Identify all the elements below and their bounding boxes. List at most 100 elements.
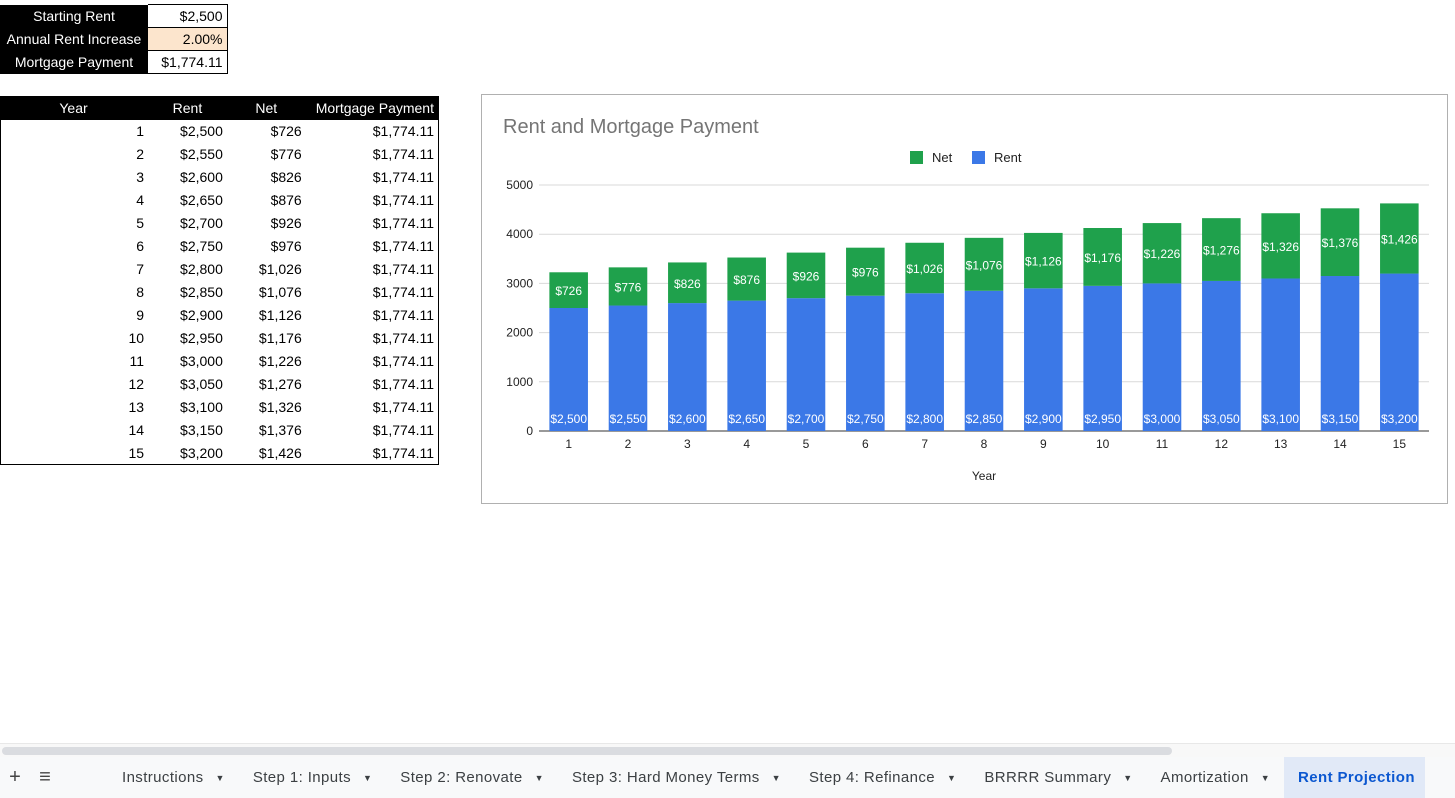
annual-increase-label[interactable]: Annual Rent Increase xyxy=(0,27,148,51)
starting-rent-label[interactable]: Starting Rent xyxy=(0,4,148,28)
rent-cell[interactable]: $2,750 xyxy=(180,238,223,254)
tab-step-4-refinance[interactable]: Step 4: Refinance ▼ xyxy=(795,757,970,798)
rent-mortgage-chart[interactable]: Rent and Mortgage Payment Net Rent 0 1000 2… xyxy=(481,94,1448,504)
rent-cell[interactable]: $3,100 xyxy=(180,399,223,415)
net-cell[interactable]: $1,176 xyxy=(258,330,302,346)
chevron-down-icon[interactable]: ▼ xyxy=(1260,772,1271,783)
net-cell[interactable]: $926 xyxy=(270,215,302,231)
mortgage-cell[interactable]: $1,774.11 xyxy=(372,422,434,438)
rent-cell[interactable]: $3,000 xyxy=(180,353,223,369)
header-net[interactable]: Net xyxy=(226,96,306,120)
year-cell[interactable]: 8 xyxy=(136,284,145,300)
rent-cell[interactable]: $2,800 xyxy=(180,261,223,277)
tab-step-1-inputs[interactable]: Step 1: Inputs ▼ xyxy=(239,757,386,798)
starting-rent-value[interactable]: $2,500 xyxy=(148,4,228,28)
mortgage-cell[interactable]: $1,774.11 xyxy=(372,376,434,392)
net-cell[interactable]: $1,026 xyxy=(258,261,302,277)
net-cell[interactable]: $1,226 xyxy=(258,353,302,369)
tab-instructions[interactable]: Instructions ▼ xyxy=(108,757,239,798)
mortgage-cell[interactable]: $1,774.11 xyxy=(372,215,434,231)
net-bar xyxy=(1142,223,1182,284)
year-cell[interactable]: 13 xyxy=(128,399,145,415)
chevron-down-icon[interactable]: ▼ xyxy=(771,772,781,783)
mortgage-cell[interactable]: $1,774.11 xyxy=(372,353,434,369)
net-cell[interactable]: $1,326 xyxy=(258,399,302,415)
year-cell[interactable]: 12 xyxy=(128,376,145,392)
mortgage-cell[interactable]: $1,774.11 xyxy=(372,307,434,323)
year-cell[interactable]: 6 xyxy=(136,238,145,254)
rent-cell[interactable]: $2,850 xyxy=(180,284,223,300)
scrollbar-thumb[interactable] xyxy=(2,747,1172,755)
year-cell[interactable]: 7 xyxy=(136,261,145,277)
header-mortgage-payment[interactable]: Mortgage Payment xyxy=(305,96,439,120)
mortgage-cell[interactable]: $1,774.11 xyxy=(372,330,434,346)
rent-cell[interactable]: $2,500 xyxy=(180,123,223,139)
header-year[interactable]: Year xyxy=(0,96,149,120)
rent-data-label: $3,050 xyxy=(1203,412,1240,426)
y-tick-label: 5000 xyxy=(506,178,533,192)
mortgage-cell[interactable]: $1,774.11 xyxy=(372,169,434,185)
chevron-down-icon[interactable]: ▼ xyxy=(1123,772,1133,783)
rent-cell[interactable]: $2,950 xyxy=(180,330,223,346)
year-cell[interactable]: 4 xyxy=(136,192,145,208)
mortgage-cell[interactable]: $1,774.11 xyxy=(372,238,434,254)
mortgage-cell[interactable]: $1,774.11 xyxy=(372,192,434,208)
year-cell[interactable]: 1 xyxy=(136,123,145,139)
header-rent[interactable]: Rent xyxy=(148,96,227,120)
tab-rent-projection[interactable]: Rent Projection xyxy=(1284,757,1425,798)
tab-brrrr-summary[interactable]: BRRRR Summary ▼ xyxy=(970,757,1146,798)
net-cell[interactable]: $1,076 xyxy=(258,284,302,300)
rent-cell[interactable]: $3,050 xyxy=(180,376,223,392)
annual-increase-value[interactable]: 2.00% xyxy=(148,27,228,51)
year-cell[interactable]: 5 xyxy=(136,215,145,231)
net-cell[interactable]: $826 xyxy=(270,169,302,185)
net-data-label: $1,176 xyxy=(1084,251,1121,265)
net-cell[interactable]: $876 xyxy=(270,192,302,208)
mortgage-cell[interactable]: $1,774.11 xyxy=(372,444,434,461)
chevron-down-icon[interactable]: ▼ xyxy=(947,772,957,783)
year-cell[interactable]: 2 xyxy=(136,146,145,162)
mortgage-cell[interactable]: $1,774.11 xyxy=(372,399,434,415)
rent-bar xyxy=(1202,280,1241,431)
tab-amortization[interactable]: Amortization ▼ xyxy=(1147,757,1284,798)
net-cell[interactable]: $1,426 xyxy=(258,444,302,461)
mortgage-payment-label[interactable]: Mortgage Payment xyxy=(0,50,148,74)
mortgage-cell[interactable]: $1,774.11 xyxy=(372,146,434,162)
mortgage-cell[interactable]: $1,774.11 xyxy=(372,284,434,300)
year-cell[interactable]: 9 xyxy=(136,307,145,323)
net-cell[interactable]: $726 xyxy=(270,123,302,139)
plus-icon[interactable]: + xyxy=(9,766,21,788)
net-bar xyxy=(905,242,944,294)
net-cell[interactable]: $1,376 xyxy=(258,422,302,438)
chart-svg: Rent and Mortgage Payment Net Rent 0 1000 2… xyxy=(503,116,1429,483)
tab-label: BRRRR Summary xyxy=(984,769,1112,786)
net-cell[interactable]: $1,276 xyxy=(258,376,302,392)
rent-cell[interactable]: $2,550 xyxy=(180,146,223,162)
rent-cell[interactable]: $2,650 xyxy=(180,192,223,208)
chevron-down-icon[interactable]: ▼ xyxy=(215,772,225,783)
net-cell[interactable]: $976 xyxy=(270,238,302,254)
menu-icon[interactable]: ≡ xyxy=(39,766,51,788)
year-cell[interactable]: 3 xyxy=(136,169,145,185)
horizontal-scrollbar[interactable] xyxy=(0,743,1455,757)
rent-cell[interactable]: $2,600 xyxy=(180,169,223,185)
net-cell[interactable]: $776 xyxy=(270,146,302,162)
tab-step-2-renovate[interactable]: Step 2: Renovate ▼ xyxy=(386,757,558,798)
year-cell[interactable]: 10 xyxy=(128,330,145,346)
year-cell[interactable]: 11 xyxy=(129,353,145,369)
y-tick-label: 3000 xyxy=(506,276,533,290)
net-cell[interactable]: $1,126 xyxy=(258,307,302,323)
year-cell[interactable]: 15 xyxy=(128,444,145,461)
chevron-down-icon[interactable]: ▼ xyxy=(534,772,544,783)
chevron-down-icon[interactable]: ▼ xyxy=(362,772,373,783)
rent-cell[interactable]: $3,200 xyxy=(180,444,223,461)
mortgage-cell[interactable]: $1,774.11 xyxy=(372,261,434,277)
rent-cell[interactable]: $2,900 xyxy=(180,307,223,323)
mortgage-payment-value[interactable]: $1,774.11 xyxy=(148,50,228,74)
rent-cell[interactable]: $3,150 xyxy=(180,422,223,438)
mortgage-cell[interactable]: $1,774.11 xyxy=(372,123,434,139)
rent-data-label: $2,700 xyxy=(788,412,825,426)
tab-step-3-hard-money-terms[interactable]: Step 3: Hard Money Terms ▼ xyxy=(558,757,795,798)
year-cell[interactable]: 14 xyxy=(128,422,145,438)
rent-cell[interactable]: $2,700 xyxy=(180,215,223,231)
